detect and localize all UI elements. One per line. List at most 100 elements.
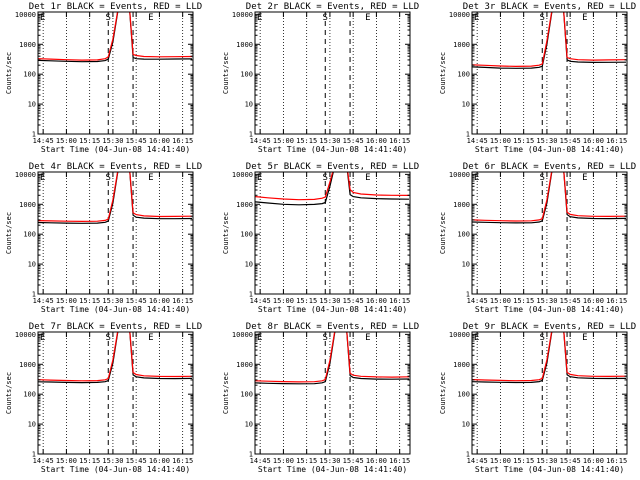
y-tick-label: 100 [240,71,253,79]
panel-title: Det 1r BLACK = Events, RED = LLD [29,2,202,12]
y-tick-label: 10000 [449,11,470,19]
x-tick-label: 15:30 [319,297,340,305]
series-group [38,12,193,63]
lld-series-line [472,12,627,68]
y-tick-label: 1000 [19,201,36,209]
interval-marker-label: S [106,173,111,183]
y-tick-label: 100 [457,71,470,79]
plot-frame [471,331,628,455]
x-tick-label: 15:30 [536,137,557,145]
interval-marker-label: E [474,13,479,23]
x-tick-label: 15:00 [56,137,77,145]
x-tick-label: 16:00 [149,457,170,465]
y-tick-label: 10000 [449,171,470,179]
lld-series-line [255,332,410,383]
y-tick-label: 1 [466,131,470,139]
x-axis-label: Start Time (04-Jun-08 14:41:40) [41,305,190,314]
panel-title: Det 4r BLACK = Events, RED = LLD [29,162,202,172]
y-tick-label: 10 [462,421,470,429]
interval-marker-label: E [582,173,587,183]
x-tick-label: 15:00 [56,457,77,465]
y-tick-label: 10000 [449,331,470,339]
panel-title: Det 8r BLACK = Events, RED = LLD [246,322,419,332]
x-tick-label: 14:45 [33,297,54,305]
interval-marker-label: S [323,13,328,23]
x-tick-label: 15:00 [490,457,511,465]
y-tick-label: 10000 [232,11,253,19]
y-tick-label: 100 [457,391,470,399]
y-tick-label: 1000 [236,361,253,369]
interval-marker-label: E [474,333,479,343]
y-axis-label: Counts/sec [5,52,13,94]
y-tick-label: 10000 [15,171,36,179]
y-tick-label: 10000 [15,11,36,19]
x-axis-label: Start Time (04-Jun-08 14:41:40) [41,145,190,154]
x-tick-label: 16:15 [389,457,410,465]
y-tick-label: 10 [28,421,36,429]
plot-frame [471,11,628,135]
plot-frame [254,171,411,295]
y-tick-label: 10000 [232,331,253,339]
y-tick-label: 1000 [453,361,470,369]
y-axis-label: Counts/sec [5,372,13,414]
x-tick-label: 16:00 [366,137,387,145]
lld-series-line [472,332,627,382]
interval-marker-label: S [540,333,545,343]
x-tick-label: 15:00 [273,457,294,465]
y-tick-label: 1 [32,291,36,299]
y-tick-label: 1 [32,131,36,139]
x-tick-label: 15:45 [343,137,364,145]
interval-marker-label: S [540,13,545,23]
x-tick-label: 16:15 [389,137,410,145]
x-tick-label: 14:45 [467,457,488,465]
x-tick-label: 15:15 [296,457,317,465]
lld-series-line [255,172,410,201]
x-tick-label: 16:00 [149,137,170,145]
x-tick-label: 15:00 [490,297,511,305]
interval-marker-label: S [106,13,111,23]
y-axis-label: Counts/sec [222,52,230,94]
y-tick-label: 1 [32,451,36,459]
x-tick-label: 15:45 [126,137,147,145]
x-tick-label: 14:45 [250,457,271,465]
y-tick-label: 100 [23,231,36,239]
x-tick-label: 16:00 [149,297,170,305]
y-tick-label: 1000 [453,41,470,49]
x-axis-label: Start Time (04-Jun-08 14:41:40) [41,465,190,474]
y-tick-label: 10 [28,261,36,269]
x-tick-label: 15:45 [343,297,364,305]
x-tick-label: 15:30 [102,137,123,145]
x-tick-label: 14:45 [250,297,271,305]
x-tick-label: 14:45 [467,137,488,145]
series-group [472,12,627,69]
plot-frame [254,331,411,455]
interval-marker-label: E [365,173,370,183]
y-tick-label: 100 [240,231,253,239]
y-axis-label: Counts/sec [439,372,447,414]
plot-frame [254,11,411,135]
panel-title: Det 3r BLACK = Events, RED = LLD [463,2,636,12]
interval-marker-label: E [257,333,262,343]
y-tick-label: 1 [466,291,470,299]
panel-title: Det 6r BLACK = Events, RED = LLD [463,162,636,172]
x-tick-label: 14:45 [33,137,54,145]
interval-marker-label: E [148,173,153,183]
y-tick-label: 10 [462,101,470,109]
y-tick-label: 1000 [236,201,253,209]
plot-frame [37,171,194,295]
interval-marker-label: S [323,333,328,343]
series-group [255,172,410,206]
y-tick-label: 1000 [19,361,36,369]
interval-marker-label: S [106,333,111,343]
y-tick-label: 1000 [236,41,253,49]
y-tick-label: 1 [466,451,470,459]
x-tick-label: 16:00 [366,457,387,465]
plot-frame [37,11,194,135]
series-group [38,172,193,224]
